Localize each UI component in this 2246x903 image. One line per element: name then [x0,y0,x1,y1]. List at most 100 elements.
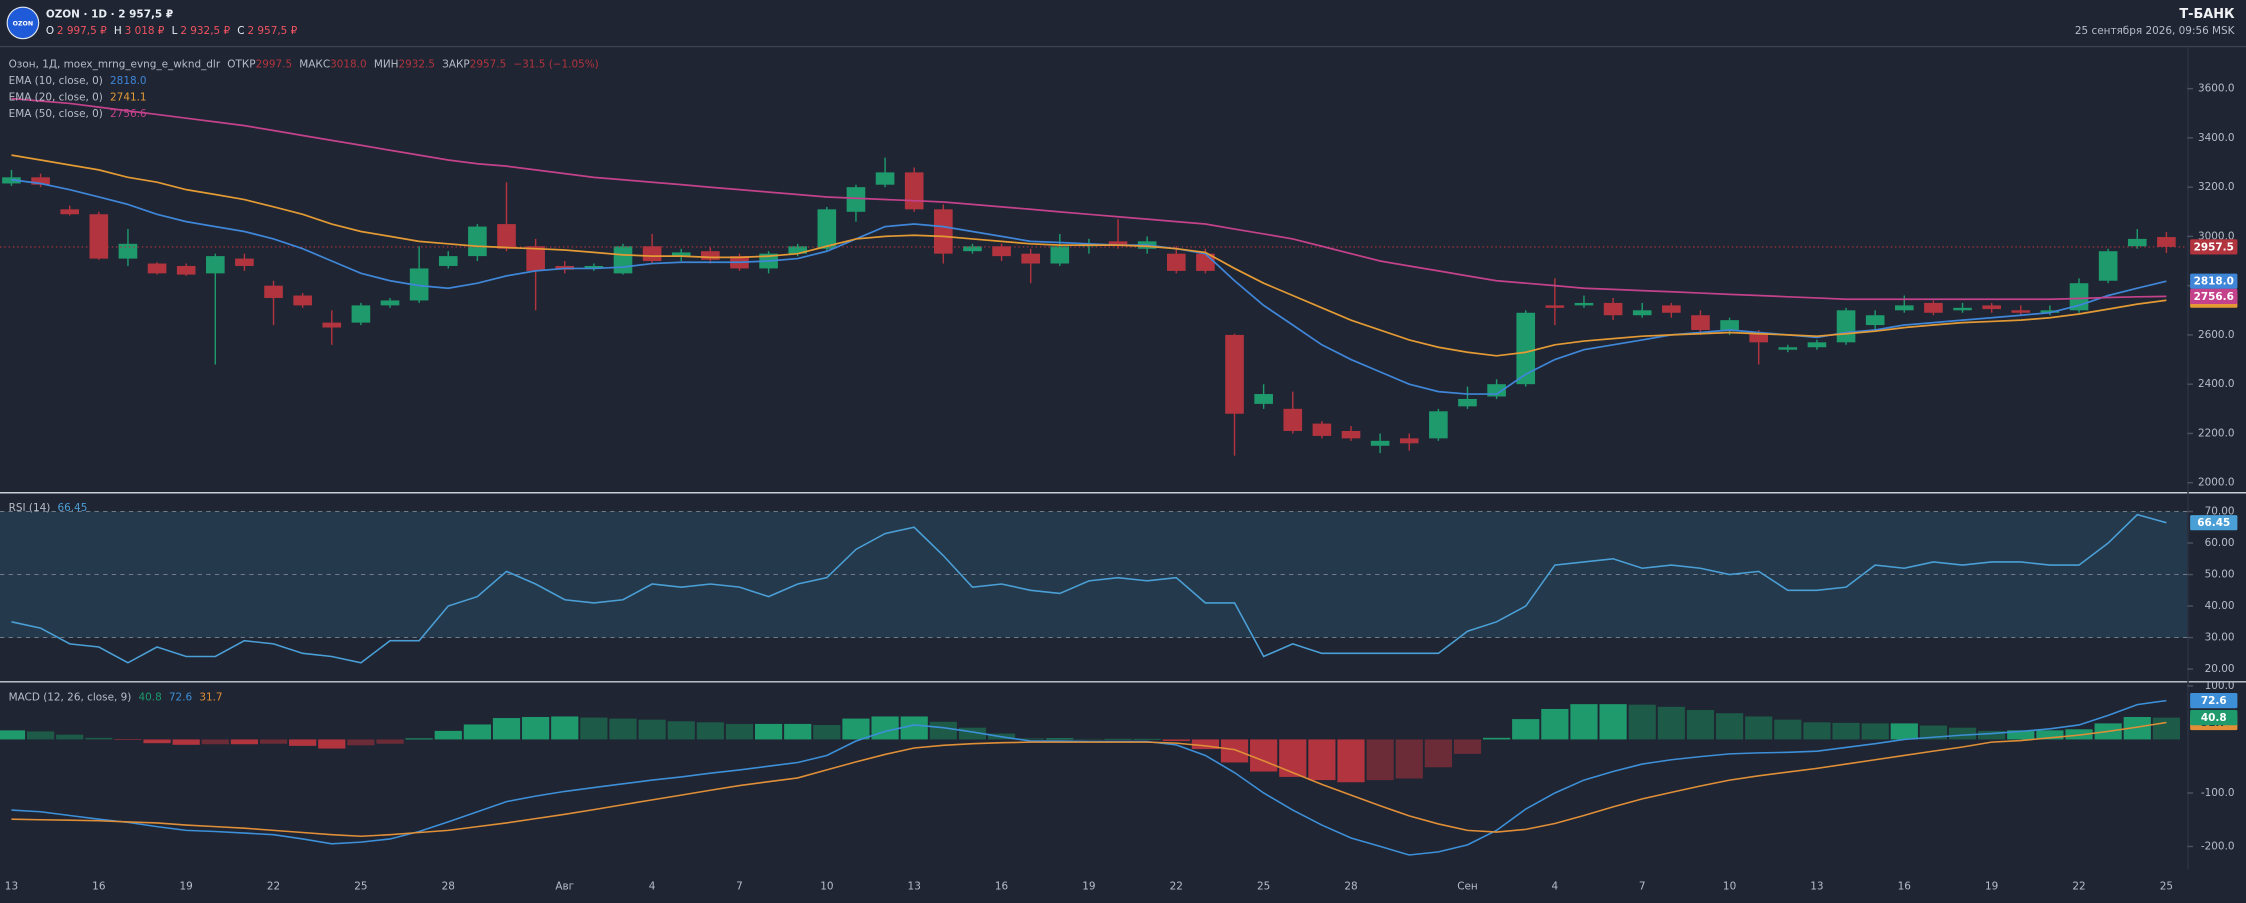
ohlc-label: О [46,25,54,37]
price-tag [2190,710,2238,726]
candle-body [1545,305,1565,308]
legend-series-value: 2741.1 [110,91,147,103]
histogram-bar [580,717,608,740]
legend-change: −31.5 (−1.05%) [513,58,598,70]
candle-body [293,295,312,306]
histogram-bar [1861,723,1889,740]
candle-body [992,246,1011,257]
legend: Озон, 1Д, moex_mrng_evng_e_wknd_dlr ОТКР2… [9,58,599,70]
histogram-bar [1220,739,1249,763]
legend-stat-label: ОТКР [227,58,255,70]
candle-body [701,251,720,260]
legend: EMA (20, close, 0) 2741.1 [9,91,147,103]
x-tick-label: 19 [1082,881,1095,893]
y-tick-label: 40.00 [2205,600,2235,612]
symbol-line: OZON · 1D · 2 957,5 ₽ [46,8,173,20]
candle-body [205,256,225,274]
candle-body [1924,302,1943,313]
histogram-bar [259,739,288,744]
candle-body [1312,423,1332,436]
legend-title: RSI (14) [9,502,51,514]
candle-body [1458,398,1477,407]
x-tick-label: 16 [1898,881,1911,893]
histogram-bar [1686,710,1715,740]
y-tick-label: 2200.0 [2198,427,2235,439]
histogram-bar [784,723,812,740]
candle-body [147,263,167,274]
histogram-bar [551,716,579,740]
candle-body [1021,253,1040,264]
y-tick-label: 30.00 [2205,632,2235,644]
histogram-bar [230,739,259,745]
candle-body [817,209,837,249]
histogram-bar [1715,713,1744,740]
rsi [0,511,2188,664]
histogram-bar [813,724,841,740]
histogram-bar [1774,719,1802,740]
candle-body [322,322,342,328]
histogram-bar [1832,722,1860,740]
legend-stat-value: 2957.5 [470,58,507,70]
price-tag-label: 2756.6 [2194,291,2234,303]
histogram-bar [609,718,637,740]
candle-body [2098,251,2118,281]
histogram-bar [405,738,433,740]
candle-body [1778,347,1798,350]
histogram-bar [1803,722,1831,740]
logo-text: OZON [13,21,34,28]
x-tick-label: 25 [2160,881,2173,893]
histogram-bar [725,723,754,740]
candle-body [468,226,487,257]
candle-body [1953,307,1972,311]
x-tick-label: 25 [1257,881,1270,893]
price-tag [2190,239,2238,255]
candle-body [31,177,50,185]
histogram-bar [463,724,491,740]
histogram-bar [1745,716,1773,740]
macd-line [11,721,2167,838]
histogram-bar [26,731,55,740]
histogram-bar [696,722,724,740]
legend: EMA (10, close, 0) 2818.0 [9,75,147,87]
x-tick-label: 16 [995,881,1008,893]
candle-body [1807,342,1827,348]
candle-body [89,214,109,259]
histogram-bar [1104,738,1132,740]
rsi-line [11,513,2167,664]
ohlc-value: 2 997,5 ₽ [57,25,107,37]
price-tag-label: 66.45 [2197,517,2230,529]
legend-series-name: EMA (50, close, 0) [9,108,103,120]
legend-value: 66.45 [57,502,87,514]
histogram-bar [1541,708,1569,740]
histogram-bar [318,739,346,749]
histogram-bar [754,723,783,740]
histogram-bar [1570,704,1598,740]
legend-stat-value: 3018.0 [330,58,367,70]
histogram-bar [958,727,987,740]
candle-body [875,172,895,185]
candle-body [1632,310,1652,316]
y-tick-label: 70.00 [2205,506,2235,518]
histogram-bar [492,718,521,740]
candle-body [613,246,633,274]
candle-body [2127,238,2147,247]
histogram-bar [376,739,404,744]
legend-series-value: 2756.6 [110,108,147,120]
y-tick-label: 2600.0 [2198,329,2235,341]
histogram-bar [1162,739,1190,742]
histogram-bar [929,721,957,740]
histogram-bar [2007,730,2035,740]
legend-stat-value: 2997.5 [256,58,293,70]
x-tick-label: 4 [649,881,656,893]
histogram-bar [842,718,870,740]
x-tick-label: 28 [1344,881,1357,893]
histogram-bar [1512,719,1540,740]
candle-body [1662,305,1681,313]
histogram-bar [1075,738,1103,740]
legend-title: MACD (12, 26, close, 9) [9,692,132,704]
histogram-bar [2123,716,2151,740]
candle-body [1516,312,1536,385]
x-tick-label: 7 [736,881,743,893]
candle-body [235,258,254,266]
